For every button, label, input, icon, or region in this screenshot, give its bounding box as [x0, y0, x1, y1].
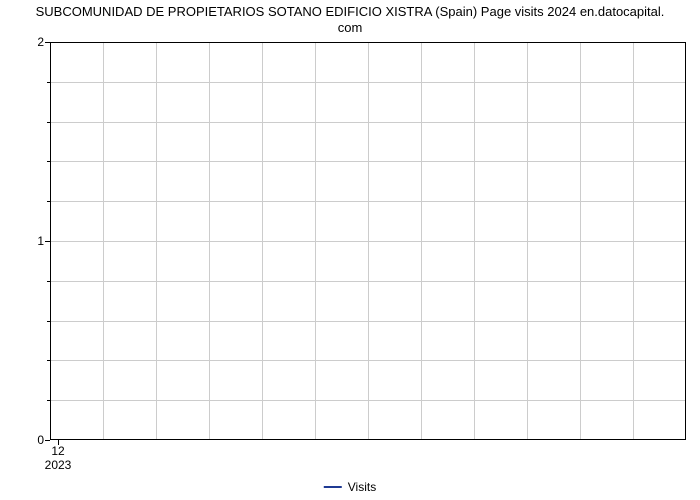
- axis-border-bottom: [50, 439, 686, 440]
- grid-line-vertical: [209, 43, 210, 439]
- y-minor-tick-mark: [47, 201, 50, 202]
- chart-title-line2: com: [338, 20, 363, 35]
- y-tick-label: 2: [37, 35, 50, 49]
- grid-line-vertical: [633, 43, 634, 439]
- grid-line-vertical: [527, 43, 528, 439]
- y-minor-tick-mark: [47, 161, 50, 162]
- grid-line-vertical: [315, 43, 316, 439]
- grid-line-vertical: [368, 43, 369, 439]
- y-minor-tick-mark: [47, 281, 50, 282]
- y-minor-tick-mark: [47, 82, 50, 83]
- grid-line-vertical: [262, 43, 263, 439]
- chart-title: SUBCOMUNIDAD DE PROPIETARIOS SOTANO EDIF…: [0, 4, 700, 37]
- y-minor-tick-mark: [47, 360, 50, 361]
- chart-title-line1: SUBCOMUNIDAD DE PROPIETARIOS SOTANO EDIF…: [36, 4, 665, 19]
- axis-border-right: [685, 42, 686, 440]
- grid-line-vertical: [474, 43, 475, 439]
- chart-container: SUBCOMUNIDAD DE PROPIETARIOS SOTANO EDIF…: [0, 0, 700, 500]
- y-tick-label: 1: [37, 234, 50, 248]
- grid-line-vertical: [103, 43, 104, 439]
- y-minor-tick-mark: [47, 122, 50, 123]
- grid-line-vertical: [156, 43, 157, 439]
- y-tick-label: 0: [37, 433, 50, 447]
- y-minor-tick-mark: [47, 321, 50, 322]
- y-minor-tick-mark: [47, 400, 50, 401]
- x-sub-label: 2023: [45, 458, 72, 472]
- grid-line-vertical: [580, 43, 581, 439]
- legend-label: Visits: [348, 480, 376, 494]
- plot-area: 12 2023 012: [50, 42, 686, 440]
- legend-swatch: [324, 486, 342, 488]
- x-tick-label: 12: [51, 440, 64, 458]
- legend: Visits: [324, 480, 376, 494]
- grid-line-vertical: [421, 43, 422, 439]
